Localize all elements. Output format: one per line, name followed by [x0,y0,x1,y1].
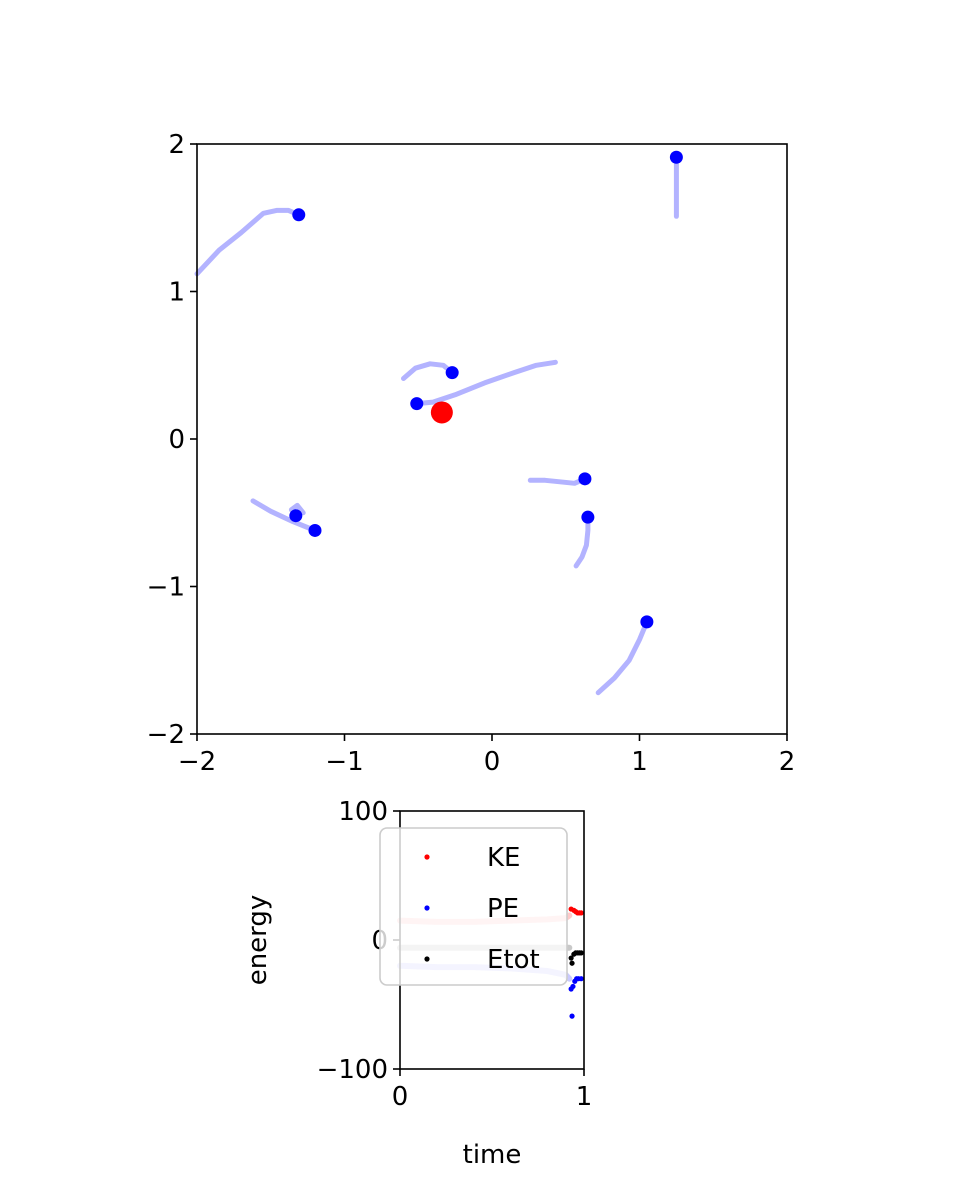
x-tick-label: −2 [178,747,216,777]
particle-trail [250,498,318,533]
particle-trail [595,619,650,696]
particle-marker [410,397,424,411]
energy-legend: KE PE Etot [379,827,568,986]
y-tick-label: −2 [147,720,185,750]
particle-trail [194,207,302,277]
particle-marker [445,366,459,380]
orbit-trails [194,162,679,696]
y-tick-label: −1 [147,573,185,603]
orbit-y-axis: −2 −1 0 1 2 [147,130,197,750]
energy-y-axis-label: energy [243,895,273,986]
legend-marker-pe [424,905,430,911]
x-tick-label: 1 [631,747,648,777]
energy-points-layer [568,906,584,1019]
energy-point-pe [578,976,584,982]
legend-label-ke: KE [487,843,520,873]
particle-marker [289,509,303,523]
y-tick-label: 0 [168,425,185,455]
energy-x-axis-label: time [463,1140,522,1170]
legend-entries: KE PE Etot [424,843,540,975]
energy-point-etot [578,950,584,956]
particle-trail [401,361,455,381]
particle-trail [527,476,588,486]
particle-marker [669,150,683,164]
particle-layer [289,150,683,629]
orbit-x-axis: −2 −1 0 1 2 [178,734,795,777]
energy-panel: 01 −1000 100 time energy KE PE Etot [243,797,592,1170]
energy-point-etot [569,960,575,966]
x-tick-label: 1 [576,1082,593,1112]
particle-marker [308,523,322,537]
particle-marker [581,510,595,524]
particle-trail [414,359,558,407]
y-tick-label: 1 [168,278,185,308]
y-tick-label: −100 [317,1055,388,1085]
y-tick-label: 100 [338,797,388,827]
orbit-panel: −2 −1 0 1 2 −2 −1 0 1 2 [147,130,796,777]
particle-trail [573,514,591,569]
particle-marker [578,472,592,486]
energy-point-etot [568,955,574,961]
y-tick-label: 2 [168,130,185,160]
x-tick-label: 0 [484,747,501,777]
particle-marker [640,615,654,629]
energy-point-pe [570,983,576,990]
energy-point-pe [569,1013,575,1019]
particle-marker [292,208,306,222]
x-tick-label: −1 [325,747,363,777]
legend-marker-ke [424,854,430,860]
x-tick-label: 0 [392,1082,409,1112]
x-tick-label: 2 [779,747,796,777]
central-body-layer [430,401,453,424]
legend-label-etot: Etot [487,945,540,975]
central-body-marker [430,401,453,424]
legend-marker-etot [424,956,430,962]
legend-frame [379,827,568,986]
energy-point-ke [578,910,584,916]
legend-label-pe: PE [487,894,519,924]
